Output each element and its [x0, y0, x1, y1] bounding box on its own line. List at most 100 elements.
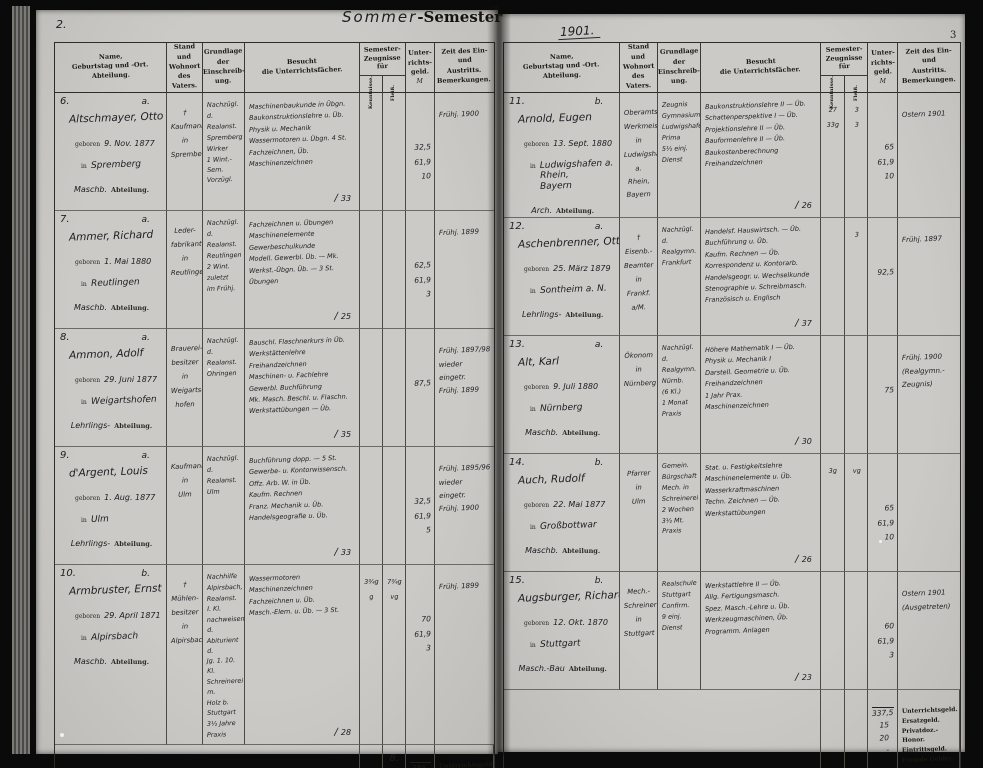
fee-legend: Unterrichtsgeld.Ersatzgeld.Privatdoz.-Ho… — [435, 744, 494, 768]
cell-subjects: Maschinenbaukunde in Übgn. Baukonstruktio… — [245, 93, 361, 211]
cell-kenntnisse-mark — [820, 336, 845, 454]
header-zeugnisse: Semester- Zeugnisse für Kenntnisse. Fleiß… — [820, 43, 869, 110]
entry-number: 12. — [509, 221, 525, 232]
cell-geld: 62,5 61,9 3 — [405, 211, 435, 329]
birth-place: Spremberg — [90, 159, 142, 171]
book-page-edges — [12, 6, 30, 754]
entry-letter: a. — [594, 340, 604, 350]
cell-father: Oberamts- Werkmeister in Ludwigshafen a. Rhe… — [620, 93, 658, 218]
label-in: in — [81, 517, 87, 524]
register-page-left: Name, Geburtstag und -Ort. Abteilung. Stan… — [36, 10, 498, 768]
hours-count: 37 — [795, 318, 812, 329]
entry-number: 14. — [509, 457, 525, 468]
entry-letter: a. — [141, 451, 150, 461]
cell-grundlage: Zeugnis Gymnasium Ludwigshafen Prima 5½ einj… — [657, 93, 702, 218]
cell-grundlage: Nachzügl. d. Realgymn. Frankfurt — [657, 218, 702, 336]
birth-place: Sontheim a. N. — [539, 283, 607, 296]
cell-geld: 60 61,9 3 — [868, 572, 899, 690]
cell-subjects: Fachzeichnen u. Übungen Maschinenelemente… — [245, 211, 361, 329]
entry-number: 15. — [509, 575, 525, 586]
cell-kenntnisse-mark — [360, 447, 383, 565]
dust-speck — [879, 540, 882, 543]
fee-legend: Unterrichtsgeld.Ersatzgeld.Privatdoz.-Ho… — [898, 690, 960, 768]
cell-zeit-bemerkungen: Frühj. 1899 — [434, 565, 494, 745]
register-table-right: Name, Geburtstag und -Ort. Abteilung. Stan… — [503, 42, 961, 768]
entry-number: 7. — [60, 214, 70, 225]
student-name: Auch, Rudolf — [517, 472, 585, 487]
birth-date: 29. April 1871 — [104, 611, 161, 620]
cell-fleiss-mark — [382, 93, 406, 211]
cell-zeit-bemerkungen: Frühj. 1895/96 wieder eingetr. Frühj. 1900 — [434, 447, 494, 565]
header-name: Name, Geburtstag und -Ort. Abteilung. — [504, 43, 621, 93]
cell-subjects: Stat. u. Festigkeitslehre Maschinenelemen… — [701, 454, 821, 572]
cell-grundlage: Nachzügl. d. Realanst. Öhringen — [202, 329, 246, 447]
cell-fleiss-mark: 7¾g vg — [382, 565, 406, 745]
entry-number: 11. — [509, 96, 525, 107]
entry-letter: a. — [141, 215, 150, 225]
label-abteilung: Abteilung. — [114, 540, 153, 548]
cell-geld: 65 61,9 10 — [868, 454, 899, 572]
label-abteilung: Abteilung. — [562, 429, 601, 437]
label-in: in — [81, 281, 87, 288]
entry-number: 10. — [60, 568, 76, 579]
birth-place: Weigartshofen — [90, 394, 157, 407]
cell-zeit-bemerkungen: Ostern 1901 — [898, 93, 960, 218]
cell-subjects: Bauschl. Flaschnerkurs in Üb. Werkstätten… — [245, 329, 361, 447]
student-name: Augsburger, Richard — [517, 588, 621, 605]
cell-name: 11. b. Arnold, Eugen geboren 13. Sept. 18… — [504, 93, 621, 218]
entry-number: 8. — [60, 332, 70, 343]
label-in: in — [530, 163, 536, 170]
fleiss-sum: 8. — [383, 744, 406, 768]
totals-cell: 337,5 15 20- — [868, 690, 899, 768]
label-geboren: geboren — [75, 141, 101, 148]
abteilung-value: Arch. — [531, 206, 553, 215]
cell-kenntnisse-mark: 3g — [820, 454, 845, 572]
page-number-right: 3 — [950, 30, 957, 41]
cell-grundlage: Nachzügl. d. Realanst. Spremberg Wirker 1 Win… — [202, 93, 246, 211]
cell-fleiss-mark — [382, 447, 406, 565]
cell-fleiss-mark: 3 — [844, 218, 869, 336]
student-name: Altschmayer, Otto — [68, 110, 164, 126]
cell-zeit-bemerkungen: Frühj. 1900 — [434, 93, 494, 211]
cell-grundlage: Nachzügl. d. Realanst. Reutlingen 2 Wint. zul… — [202, 211, 246, 329]
hours-count: 26 — [795, 200, 812, 211]
cell-geld: 32,5 61,9 10 — [405, 93, 435, 211]
cell-fleiss-mark: vg — [844, 454, 869, 572]
label-geboren: geboren — [75, 495, 101, 502]
cell-grundlage: Nachzügl. d. Realanst. Ulm — [202, 447, 246, 565]
label-geboren: geboren — [75, 613, 101, 620]
entry-letter: b. — [594, 97, 604, 107]
birth-date: 1. Mai 1880 — [104, 257, 152, 266]
abteilung-value: Maschb. — [73, 657, 108, 666]
header-besucht: Besucht die Unterrichtsfächer. — [245, 43, 361, 93]
cell-grundlage: Nachzügl. d. Realgymn. Nürnb. (6 Kl.) 1 Monat… — [657, 336, 702, 454]
cell-zeit-bemerkungen: Frühj. 1897 — [898, 218, 960, 336]
label-in: in — [81, 399, 87, 406]
cell-kenntnisse-mark — [360, 329, 383, 447]
cell-father: Mech.- Schreiner in Stuttgart — [620, 572, 658, 690]
cell-name: 12. a. Aschenbrenner, Otto geboren 25. Mä… — [504, 218, 621, 336]
student-name: Aschenbrenner, Otto — [517, 234, 621, 251]
cell-geld: 32,5 61,9 5 — [405, 447, 435, 565]
label-abteilung: Abteilung. — [556, 207, 594, 215]
year-annotation: 1901. — [557, 22, 601, 41]
label-abteilung: Abteilung. — [568, 665, 607, 673]
label-in: in — [530, 642, 536, 649]
label-geboren: geboren — [524, 502, 550, 509]
cell-kenntnisse-mark — [360, 93, 383, 211]
birth-place: Ludwigshafen a. Rhein, Bayern — [539, 158, 614, 192]
cell-name: 6. a. Altschmayer, Otto geboren 9. Nov. 1… — [55, 93, 167, 211]
label-geboren: geboren — [75, 377, 101, 384]
header-name: Name, Geburtstag und -Ort. Abteilung. — [55, 43, 167, 93]
birth-place: Reutlingen — [90, 277, 140, 289]
header-geld: Unter-richts-geld. M — [868, 43, 899, 93]
label-in: in — [81, 163, 87, 170]
student-name: d'Argent, Louis — [68, 464, 149, 480]
cell-geld: 70 61,9 3 — [405, 565, 435, 745]
label-abteilung: Abteilung. — [562, 547, 601, 555]
cell-zeit-bemerkungen — [898, 454, 960, 572]
entry-letter: b. — [594, 458, 604, 468]
cell-subjects: Buchführung dopp. — 5 St. Gewerbe- u. Kon… — [245, 447, 361, 565]
label-abteilung: Abteilung. — [114, 422, 153, 430]
